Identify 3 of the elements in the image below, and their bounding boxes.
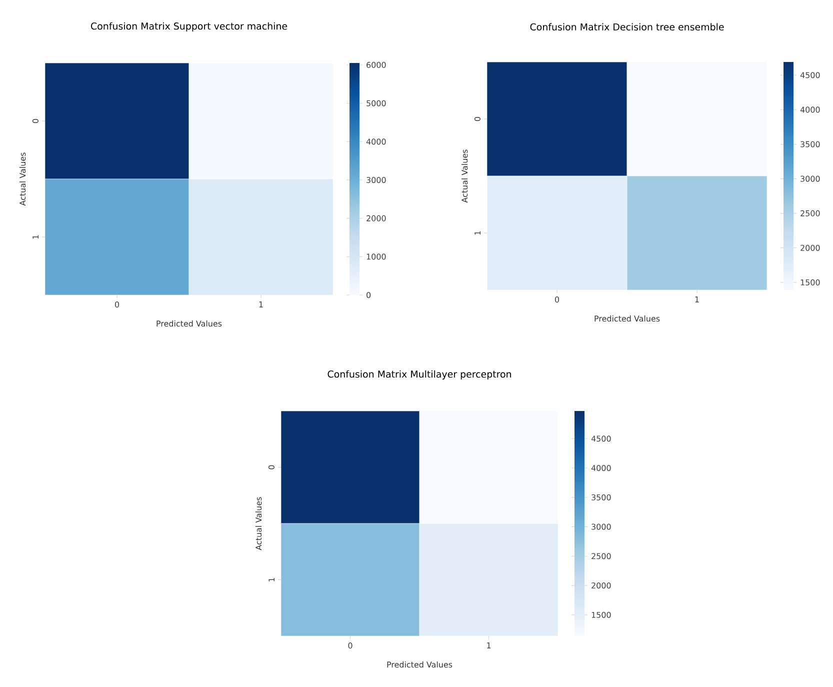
chart-title: Confusion Matrix Multilayer perceptron — [328, 370, 511, 380]
chart-title: Confusion Matrix Decision tree ensemble — [530, 23, 724, 31]
chart-title: Confusion Matrix Support vector machine — [91, 22, 288, 32]
